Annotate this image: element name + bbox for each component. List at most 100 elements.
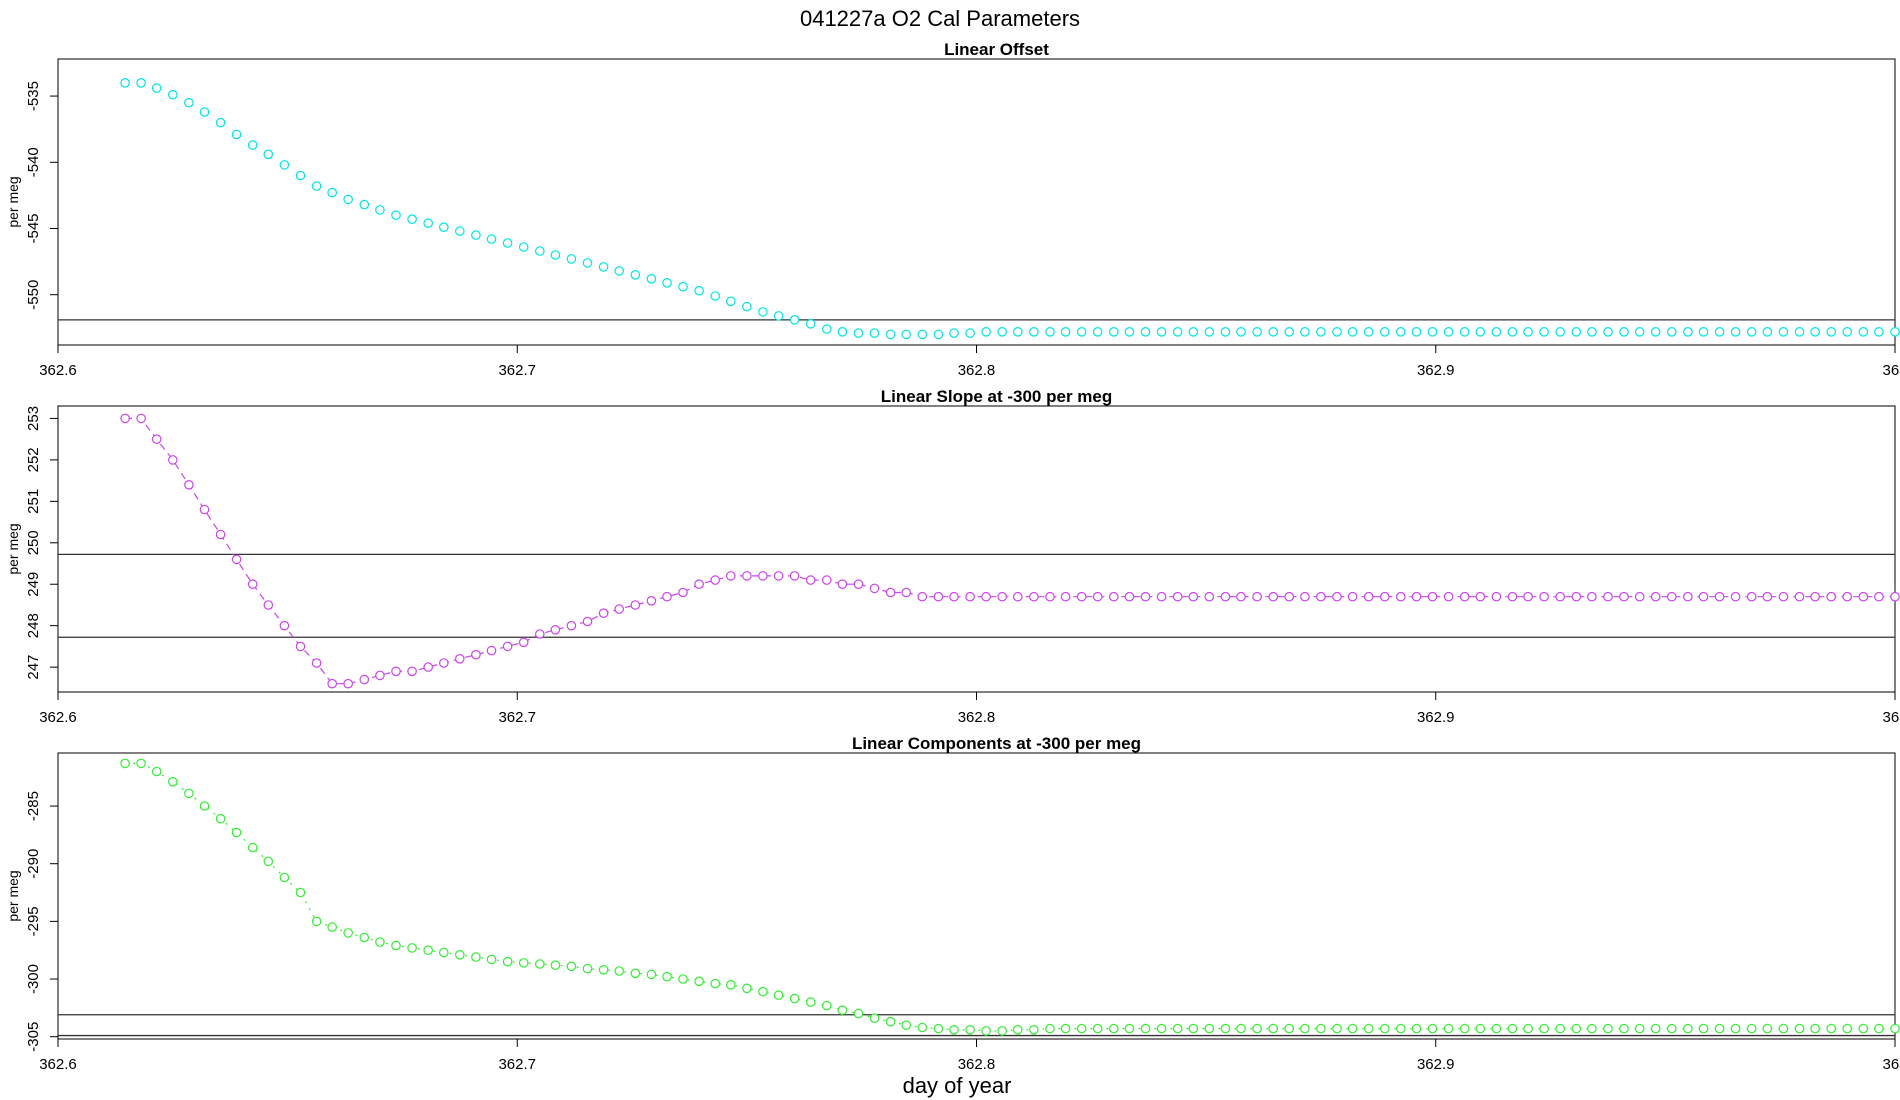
data-point	[805, 318, 816, 329]
data-point	[1459, 591, 1470, 602]
data-point	[1060, 326, 1071, 337]
data-point	[247, 579, 258, 589]
data-point	[1012, 326, 1023, 337]
data-point	[869, 1013, 880, 1023]
data-point	[1252, 591, 1262, 602]
data-point	[1332, 591, 1342, 602]
data-point	[1491, 1023, 1502, 1034]
data-point	[359, 932, 370, 943]
y-tick-label: -545	[25, 213, 42, 243]
data-point	[805, 997, 816, 1007]
data-point	[1475, 591, 1486, 602]
data-point	[1619, 591, 1629, 602]
data-point	[1730, 326, 1741, 337]
data-point	[454, 653, 465, 664]
data-point	[534, 246, 545, 256]
data-point	[231, 554, 242, 565]
y-tick-label: 252	[25, 447, 42, 472]
data-point	[1746, 591, 1757, 602]
data-point	[805, 575, 816, 585]
data-point	[566, 961, 577, 972]
data-point	[1109, 591, 1119, 602]
data-point	[1746, 326, 1757, 337]
data-point	[725, 571, 736, 581]
data-point	[1634, 1023, 1645, 1034]
data-point	[1316, 1023, 1326, 1034]
data-point	[1347, 326, 1358, 337]
data-point	[1667, 591, 1677, 602]
data-point	[1411, 326, 1422, 337]
data-point	[1332, 1023, 1342, 1034]
data-point	[1380, 326, 1390, 337]
data-point	[1411, 1023, 1422, 1034]
data-point	[885, 587, 896, 598]
x-axis-label: day of year	[903, 1073, 1012, 1098]
data-point	[1396, 1023, 1406, 1034]
y-tick-label: -305	[25, 1022, 42, 1052]
data-point	[1890, 1023, 1900, 1034]
data-point	[1411, 591, 1422, 602]
data-point	[742, 571, 752, 581]
data-point	[1650, 326, 1661, 337]
data-point	[1316, 326, 1326, 337]
data-point	[343, 194, 353, 205]
data-point	[933, 591, 944, 602]
data-point	[168, 89, 178, 100]
data-point	[1523, 1023, 1533, 1034]
data-point	[1555, 591, 1565, 602]
data-point	[1507, 1023, 1518, 1034]
data-point	[1890, 591, 1900, 602]
data-point	[630, 269, 641, 280]
data-point	[1714, 591, 1725, 602]
data-point	[901, 587, 911, 598]
data-point	[981, 1026, 991, 1036]
data-point	[885, 329, 896, 340]
series-line	[125, 762, 1895, 1032]
data-point	[566, 254, 577, 264]
data-point	[1204, 326, 1215, 337]
data-point	[1523, 326, 1533, 337]
data-point	[725, 979, 736, 990]
data-point	[1380, 1023, 1390, 1034]
y-tick-label: -295	[25, 906, 42, 936]
y-tick-label: 249	[25, 572, 42, 597]
data-point	[582, 616, 593, 627]
data-point	[1012, 591, 1023, 602]
data-point	[1539, 591, 1549, 602]
y-tick-label: -550	[25, 280, 42, 310]
data-point	[678, 281, 688, 292]
data-point	[742, 301, 752, 312]
data-point	[1523, 591, 1533, 602]
data-point	[1555, 326, 1565, 337]
data-point	[997, 591, 1007, 602]
plot-frame	[57, 752, 1896, 1040]
data-point	[630, 600, 641, 610]
data-point	[1396, 326, 1406, 337]
data-point	[215, 117, 226, 128]
data-point	[885, 1016, 896, 1027]
data-point	[1491, 326, 1502, 337]
x-tick-label: 362.6	[39, 1056, 77, 1073]
data-point	[1396, 591, 1406, 602]
data-point	[1459, 326, 1470, 337]
data-point	[1874, 591, 1884, 602]
data-point	[1858, 1023, 1869, 1034]
x-tick-label: 363	[1882, 362, 1900, 379]
data-point	[773, 311, 784, 321]
data-point	[423, 218, 433, 228]
data-point	[295, 170, 306, 181]
x-tick-label: 362.6	[39, 709, 77, 726]
data-point	[646, 273, 657, 284]
data-point	[837, 326, 848, 337]
data-point	[598, 964, 609, 975]
data-point	[853, 579, 864, 589]
data-point	[1236, 1023, 1246, 1034]
data-point	[1794, 591, 1805, 602]
data-point	[295, 887, 306, 898]
data-point	[789, 993, 800, 1004]
data-point	[662, 971, 672, 982]
y-tick-label: -290	[25, 849, 42, 879]
data-point	[1092, 326, 1103, 337]
data-point	[1284, 591, 1294, 602]
data-point	[1124, 591, 1135, 602]
